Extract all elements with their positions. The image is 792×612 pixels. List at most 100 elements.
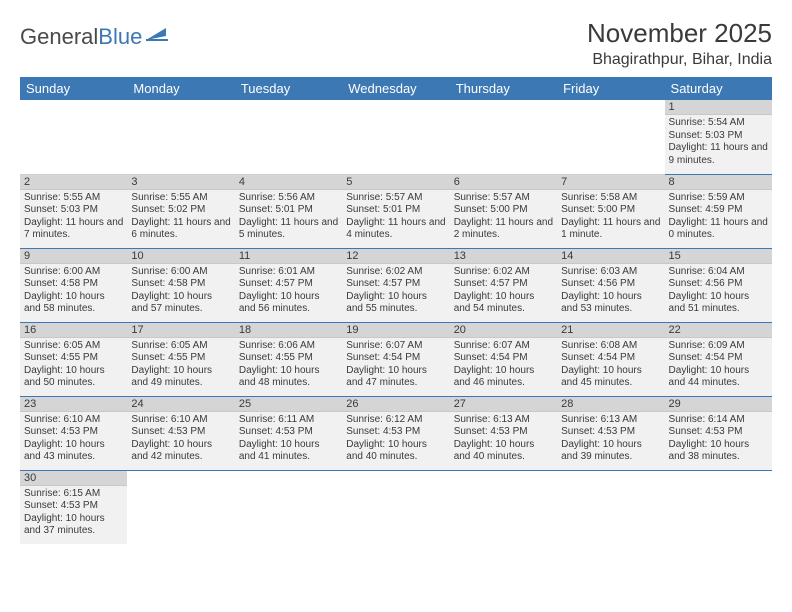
daylight-text: Daylight: 10 hours and 50 minutes. [24, 365, 123, 390]
day-header-row: Sunday Monday Tuesday Wednesday Thursday… [20, 77, 772, 100]
sunset-text: Sunset: 5:01 PM [346, 204, 445, 217]
calendar-cell: 27Sunrise: 6:13 AMSunset: 4:53 PMDayligh… [450, 396, 557, 470]
day-details: Sunrise: 6:13 AMSunset: 4:53 PMDaylight:… [557, 412, 664, 467]
sunset-text: Sunset: 4:57 PM [346, 278, 445, 291]
calendar-cell: 24Sunrise: 6:10 AMSunset: 4:53 PMDayligh… [127, 396, 234, 470]
sunset-text: Sunset: 4:55 PM [131, 352, 230, 365]
daylight-text: Daylight: 10 hours and 43 minutes. [24, 439, 123, 464]
sunrise-text: Sunrise: 6:10 AM [131, 414, 230, 427]
calendar-cell [127, 470, 234, 544]
day-number: 14 [557, 249, 664, 264]
sunrise-text: Sunrise: 5:57 AM [346, 192, 445, 205]
calendar-cell [557, 470, 664, 544]
calendar-cell: 23Sunrise: 6:10 AMSunset: 4:53 PMDayligh… [20, 396, 127, 470]
day-number: 22 [665, 323, 772, 338]
day-details: Sunrise: 6:08 AMSunset: 4:54 PMDaylight:… [557, 338, 664, 393]
day-number: 2 [20, 175, 127, 190]
sunrise-text: Sunrise: 6:13 AM [454, 414, 553, 427]
logo-text-2: Blue [98, 24, 142, 50]
calendar-cell: 13Sunrise: 6:02 AMSunset: 4:57 PMDayligh… [450, 248, 557, 322]
day-details: Sunrise: 6:11 AMSunset: 4:53 PMDaylight:… [235, 412, 342, 467]
day-number: 10 [127, 249, 234, 264]
sunset-text: Sunset: 4:53 PM [669, 426, 768, 439]
day-details: Sunrise: 5:57 AMSunset: 5:01 PMDaylight:… [342, 190, 449, 245]
calendar-cell [450, 100, 557, 174]
sunrise-text: Sunrise: 6:00 AM [131, 266, 230, 279]
daylight-text: Daylight: 10 hours and 40 minutes. [454, 439, 553, 464]
location: Bhagirathpur, Bihar, India [587, 51, 772, 69]
daylight-text: Daylight: 11 hours and 9 minutes. [669, 142, 768, 167]
calendar-cell [235, 100, 342, 174]
day-details: Sunrise: 5:59 AMSunset: 4:59 PMDaylight:… [665, 190, 772, 245]
sunset-text: Sunset: 4:57 PM [454, 278, 553, 291]
sunrise-text: Sunrise: 6:01 AM [239, 266, 338, 279]
day-number: 9 [20, 249, 127, 264]
sunset-text: Sunset: 5:03 PM [669, 130, 768, 143]
day-number: 19 [342, 323, 449, 338]
flag-icon [146, 24, 172, 50]
calendar-cell: 17Sunrise: 6:05 AMSunset: 4:55 PMDayligh… [127, 322, 234, 396]
day-number: 25 [235, 397, 342, 412]
day-number: 17 [127, 323, 234, 338]
sunrise-text: Sunrise: 5:55 AM [131, 192, 230, 205]
calendar-cell: 7Sunrise: 5:58 AMSunset: 5:00 PMDaylight… [557, 174, 664, 248]
daylight-text: Daylight: 10 hours and 40 minutes. [346, 439, 445, 464]
day-details: Sunrise: 6:14 AMSunset: 4:53 PMDaylight:… [665, 412, 772, 467]
sunrise-text: Sunrise: 5:55 AM [24, 192, 123, 205]
day-header: Saturday [665, 77, 772, 100]
daylight-text: Daylight: 10 hours and 58 minutes. [24, 291, 123, 316]
daylight-text: Daylight: 10 hours and 51 minutes. [669, 291, 768, 316]
logo: GeneralBlue [20, 18, 172, 50]
daylight-text: Daylight: 10 hours and 38 minutes. [669, 439, 768, 464]
calendar-week: 9Sunrise: 6:00 AMSunset: 4:58 PMDaylight… [20, 248, 772, 322]
day-details: Sunrise: 6:10 AMSunset: 4:53 PMDaylight:… [20, 412, 127, 467]
sunset-text: Sunset: 4:58 PM [24, 278, 123, 291]
calendar-cell: 19Sunrise: 6:07 AMSunset: 4:54 PMDayligh… [342, 322, 449, 396]
day-number: 20 [450, 323, 557, 338]
day-details: Sunrise: 6:12 AMSunset: 4:53 PMDaylight:… [342, 412, 449, 467]
calendar-cell: 4Sunrise: 5:56 AMSunset: 5:01 PMDaylight… [235, 174, 342, 248]
day-header: Monday [127, 77, 234, 100]
daylight-text: Daylight: 10 hours and 48 minutes. [239, 365, 338, 390]
sunrise-text: Sunrise: 6:08 AM [561, 340, 660, 353]
day-details: Sunrise: 6:01 AMSunset: 4:57 PMDaylight:… [235, 264, 342, 319]
day-number: 3 [127, 175, 234, 190]
calendar-cell: 30Sunrise: 6:15 AMSunset: 4:53 PMDayligh… [20, 470, 127, 544]
day-number: 13 [450, 249, 557, 264]
logo-text-1: General [20, 24, 98, 50]
day-number: 30 [20, 471, 127, 486]
sunrise-text: Sunrise: 6:07 AM [454, 340, 553, 353]
calendar-cell: 29Sunrise: 6:14 AMSunset: 4:53 PMDayligh… [665, 396, 772, 470]
daylight-text: Daylight: 11 hours and 4 minutes. [346, 217, 445, 242]
daylight-text: Daylight: 11 hours and 1 minute. [561, 217, 660, 242]
day-header: Sunday [20, 77, 127, 100]
daylight-text: Daylight: 10 hours and 42 minutes. [131, 439, 230, 464]
calendar-week: 30Sunrise: 6:15 AMSunset: 4:53 PMDayligh… [20, 470, 772, 544]
day-details: Sunrise: 6:02 AMSunset: 4:57 PMDaylight:… [342, 264, 449, 319]
sunset-text: Sunset: 4:54 PM [346, 352, 445, 365]
header: GeneralBlue November 2025 Bhagirathpur, … [20, 18, 772, 69]
day-number: 6 [450, 175, 557, 190]
daylight-text: Daylight: 11 hours and 5 minutes. [239, 217, 338, 242]
day-details: Sunrise: 6:06 AMSunset: 4:55 PMDaylight:… [235, 338, 342, 393]
sunset-text: Sunset: 4:54 PM [561, 352, 660, 365]
sunrise-text: Sunrise: 6:14 AM [669, 414, 768, 427]
sunrise-text: Sunrise: 6:00 AM [24, 266, 123, 279]
daylight-text: Daylight: 10 hours and 46 minutes. [454, 365, 553, 390]
day-details: Sunrise: 6:02 AMSunset: 4:57 PMDaylight:… [450, 264, 557, 319]
sunset-text: Sunset: 4:58 PM [131, 278, 230, 291]
sunset-text: Sunset: 5:00 PM [454, 204, 553, 217]
calendar-cell: 5Sunrise: 5:57 AMSunset: 5:01 PMDaylight… [342, 174, 449, 248]
calendar-cell: 9 Sunrise: 6:00 AMSunset: 4:58 PMDaylight… [20, 248, 127, 322]
calendar-cell: 2Sunrise: 5:55 AMSunset: 5:03 PMDaylight… [20, 174, 127, 248]
sunrise-text: Sunrise: 5:57 AM [454, 192, 553, 205]
day-number: 29 [665, 397, 772, 412]
day-details: Sunrise: 6:15 AMSunset: 4:53 PMDaylight:… [20, 486, 127, 541]
day-number: 8 [665, 175, 772, 190]
day-number: 24 [127, 397, 234, 412]
day-details: Sunrise: 6:07 AMSunset: 4:54 PMDaylight:… [342, 338, 449, 393]
sunrise-text: Sunrise: 6:05 AM [24, 340, 123, 353]
calendar-week: 1Sunrise: 5:54 AMSunset: 5:03 PMDaylight… [20, 100, 772, 174]
calendar-week: 23Sunrise: 6:10 AMSunset: 4:53 PMDayligh… [20, 396, 772, 470]
sunrise-text: Sunrise: 6:05 AM [131, 340, 230, 353]
